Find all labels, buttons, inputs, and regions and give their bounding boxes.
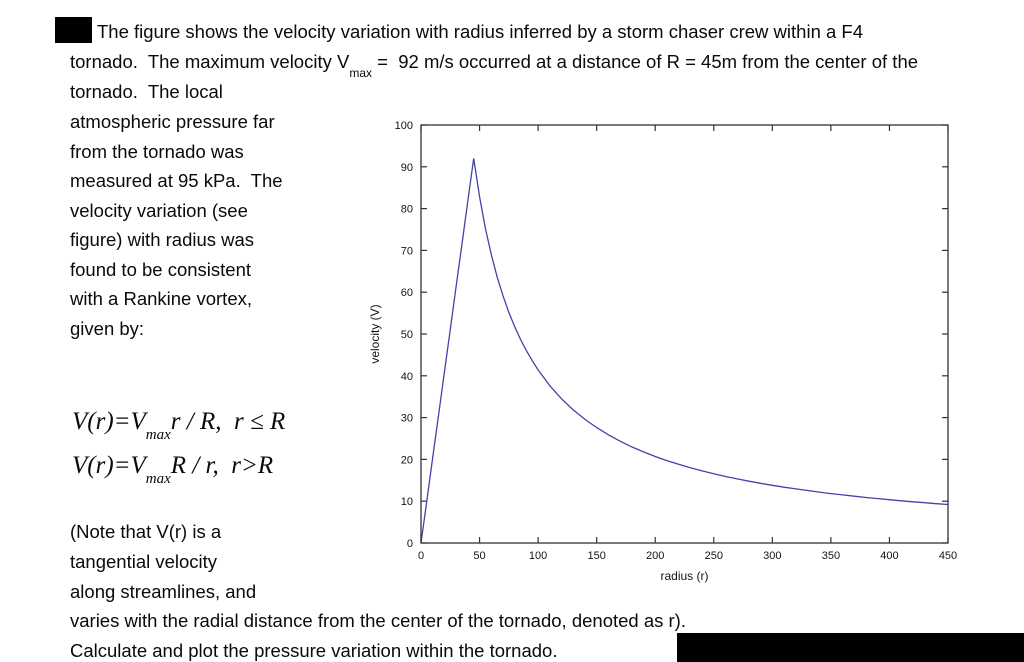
svg-text:0: 0 xyxy=(407,538,413,550)
svg-text:80: 80 xyxy=(401,204,413,216)
svg-text:100: 100 xyxy=(529,550,547,562)
problem-text-line-2: tornado. The maximum velocity Vmax = 92 … xyxy=(70,47,919,80)
equation-2: V(r)=VmaxR / r, r>R xyxy=(72,444,285,488)
subscript-max: max xyxy=(349,65,372,80)
svg-text:60: 60 xyxy=(401,287,413,299)
equation-segment: V(r)=V xyxy=(72,408,146,435)
svg-text:400: 400 xyxy=(880,550,898,562)
equation-1: V(r)=Vmaxr / R, r ≤ R xyxy=(72,400,285,444)
text-segment: tornado. The maximum velocity V xyxy=(70,51,350,72)
svg-text:radius (r): radius (r) xyxy=(660,569,708,583)
bottom-paragraph: (Note that V(r) is a tangential velocity… xyxy=(70,517,686,662)
text-segment: = 92 m/s occurred at a distance of R = 4… xyxy=(372,51,919,72)
svg-text:450: 450 xyxy=(939,550,957,562)
velocity-chart: 0 50 100 150 200 250 300 350 400 450 0 10 20 30 40 50 60… xyxy=(368,120,957,583)
left-column-line: from the tornado was xyxy=(70,140,244,162)
subscript-max: max xyxy=(145,427,171,443)
problem-text-line-1: The figure shows the velocity variation … xyxy=(97,21,864,42)
svg-text:300: 300 xyxy=(763,550,781,562)
svg-text:0: 0 xyxy=(418,550,424,562)
svg-text:100: 100 xyxy=(395,120,413,132)
svg-text:50: 50 xyxy=(473,550,485,562)
left-column-line: measured at 95 kPa. The xyxy=(70,170,283,191)
note-text-line: varies with the radial distance from the… xyxy=(70,610,686,632)
left-column-line: given by: xyxy=(70,317,145,339)
note-text-line: Calculate and plot the pressure variatio… xyxy=(70,640,558,662)
svg-text:70: 70 xyxy=(401,245,413,257)
left-column-line: with a Rankine vortex, xyxy=(70,288,253,309)
note-text-line: tangential velocity xyxy=(70,550,218,572)
svg-text:40: 40 xyxy=(401,371,413,383)
svg-text:90: 90 xyxy=(401,162,413,174)
subscript-max: max xyxy=(145,471,171,487)
left-column-text: atmospheric pressure far from the tornad… xyxy=(70,107,283,343)
left-column-line: atmospheric pressure far xyxy=(70,111,275,132)
svg-text:30: 30 xyxy=(401,413,413,425)
note-text-line: (Note that V(r) is a xyxy=(70,521,222,542)
svg-text:10: 10 xyxy=(401,496,413,508)
left-column-line: found to be consistent xyxy=(70,258,252,280)
redaction-box-top xyxy=(55,17,92,43)
svg-text:150: 150 xyxy=(587,550,605,562)
left-column-line: velocity variation (see xyxy=(70,199,248,221)
note-text-line: along streamlines, and xyxy=(70,580,257,602)
equation-segment: r / R, r ≤ R xyxy=(170,408,286,435)
problem-text-line-3: tornado. The local xyxy=(70,80,223,102)
equation-segment: V(r)=V xyxy=(72,452,146,479)
svg-text:250: 250 xyxy=(705,550,723,562)
svg-text:350: 350 xyxy=(822,550,840,562)
svg-text:20: 20 xyxy=(401,454,413,466)
svg-text:velocity (V): velocity (V) xyxy=(368,304,382,363)
equations-block: V(r)=Vmaxr / R, r ≤ R V(r)=VmaxR / r, r>… xyxy=(72,400,285,488)
svg-text:200: 200 xyxy=(646,550,664,562)
svg-text:50: 50 xyxy=(401,329,413,341)
equation-segment: R / r, r>R xyxy=(170,452,274,479)
left-column-line: figure) with radius was xyxy=(70,229,255,250)
redaction-box-bottom xyxy=(677,633,1024,662)
